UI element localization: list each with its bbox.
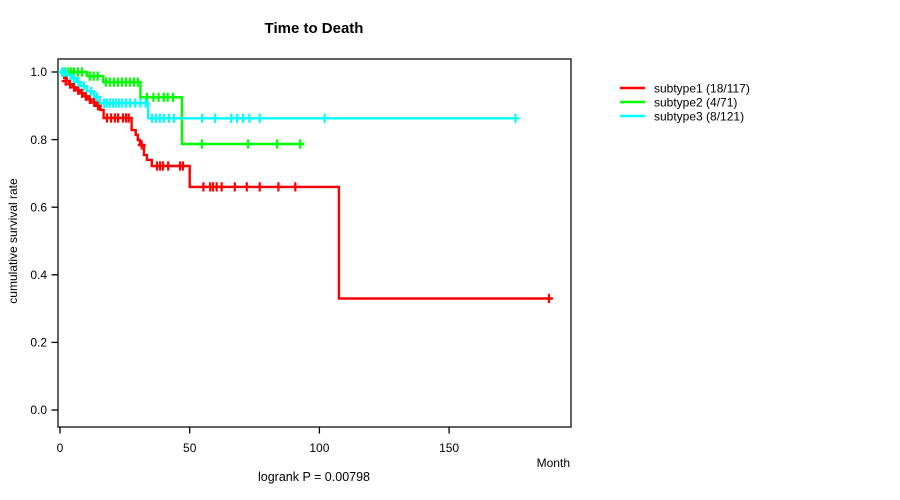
legend-label-subtype1: subtype1 (18/117) [654, 82, 750, 96]
logrank-caption: logrank P = 0.00798 [258, 470, 370, 484]
survival-curve-subtype1 [60, 70, 552, 300]
survival-curve-subtype3 [60, 70, 518, 120]
y-tick-label: 0.4 [30, 268, 47, 282]
censor-marks-subtype3 [58, 67, 520, 123]
legend-label-subtype3: subtype3 (8/121) [654, 110, 744, 124]
y-tick-label: 1.0 [30, 65, 47, 79]
survival-curve-subtype2 [60, 70, 304, 146]
legend-item-subtype1: subtype1 (18/117) [620, 82, 750, 96]
legend-label-subtype2: subtype2 (4/71) [654, 96, 737, 110]
survival-curves-layer [58, 67, 553, 304]
legend-item-subtype2: subtype2 (4/71) [620, 96, 737, 110]
x-tick-label: 100 [309, 441, 329, 455]
x-tick-label: 0 [57, 441, 64, 455]
x-axis: 0 50 100 150 [57, 427, 459, 455]
chart-title: Time to Death [265, 20, 364, 37]
x-tick-label: 50 [183, 441, 197, 455]
y-axis: 0.0 0.2 0.4 0.6 0.8 1.0 [30, 65, 58, 417]
legend-item-subtype3: subtype3 (8/121) [620, 110, 744, 124]
y-tick-label: 0.8 [30, 133, 47, 147]
x-axis-title: Month [537, 456, 570, 470]
legend: subtype1 (18/117) subtype2 (4/71) subtyp… [620, 82, 750, 124]
y-tick-label: 0.6 [30, 200, 47, 214]
y-axis-title: cumulative survival rate [6, 178, 20, 304]
y-tick-label: 0.0 [30, 403, 47, 417]
plot-border [57, 58, 572, 428]
y-tick-label: 0.2 [30, 336, 47, 350]
x-tick-label: 150 [439, 441, 459, 455]
censor-marks-subtype1 [61, 76, 553, 304]
